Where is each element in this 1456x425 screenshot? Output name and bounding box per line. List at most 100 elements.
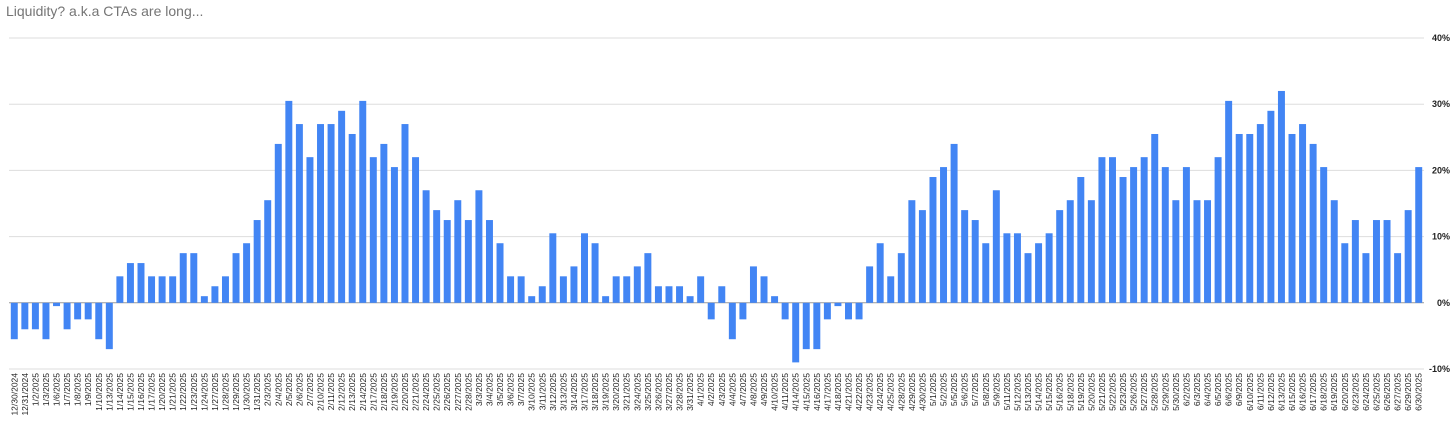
x-tick-label: 3/17/2025 xyxy=(580,373,590,411)
x-tick-label: 5/18/2025 xyxy=(1065,373,1075,411)
bar xyxy=(264,200,272,303)
x-tick-label: 4/11/2025 xyxy=(780,373,790,410)
bar xyxy=(369,157,377,303)
x-tick-label: 4/9/2025 xyxy=(759,373,769,406)
x-tick-label: 1/27/2025 xyxy=(210,373,220,411)
bar xyxy=(1267,110,1275,303)
x-tick-label: 1/29/2025 xyxy=(231,373,241,411)
bar xyxy=(221,276,229,303)
bar xyxy=(528,296,536,303)
x-tick-label: 4/2/2025 xyxy=(706,373,716,406)
x-tick-label: 5/15/2025 xyxy=(1044,373,1054,411)
x-tick-label: 6/30/2025 xyxy=(1414,373,1424,411)
bar xyxy=(1204,200,1212,303)
bar xyxy=(412,157,420,303)
x-tick-label: 3/4/2025 xyxy=(484,373,494,406)
bar xyxy=(200,296,208,303)
x-tick-label: 4/10/2025 xyxy=(770,373,780,411)
x-tick-label: 3/14/2025 xyxy=(569,373,579,411)
bar xyxy=(21,302,29,330)
x-tick-label: 2/26/2025 xyxy=(442,373,452,411)
bar xyxy=(380,143,388,303)
bar xyxy=(559,276,567,303)
x-tick-label: 5/9/2025 xyxy=(991,373,1001,406)
bar xyxy=(1362,253,1370,303)
x-tick-label: 2/25/2025 xyxy=(432,373,442,411)
x-tick-label: 5/2/2025 xyxy=(939,373,949,406)
x-tick-label: 6/18/2025 xyxy=(1319,373,1329,411)
x-tick-label: 12/31/2024 xyxy=(20,373,30,416)
x-tick-label: 4/25/2025 xyxy=(886,373,896,411)
bar xyxy=(390,167,398,303)
bar xyxy=(813,302,821,350)
x-tick-label: 3/12/2025 xyxy=(548,373,558,411)
bar xyxy=(158,276,166,303)
x-tick-label: 2/18/2025 xyxy=(379,373,389,411)
bar xyxy=(116,276,124,303)
x-tick-label: 2/5/2025 xyxy=(284,373,294,406)
x-tick-label: 2/14/2025 xyxy=(358,373,368,411)
x-tick-label: 6/3/2025 xyxy=(1192,373,1202,406)
x-tick-label: 5/13/2025 xyxy=(1023,373,1033,411)
bar xyxy=(148,276,156,303)
x-tick-label: 2/20/2025 xyxy=(400,373,410,411)
x-tick-label: 1/20/2025 xyxy=(157,373,167,411)
bar xyxy=(42,302,50,340)
x-tick-label: 1/23/2025 xyxy=(189,373,199,411)
x-tick-label: 3/18/2025 xyxy=(590,373,600,411)
x-tick-label: 1/24/2025 xyxy=(199,373,209,411)
x-tick-label: 1/2/2025 xyxy=(30,373,40,406)
x-tick-label: 6/13/2025 xyxy=(1276,373,1286,411)
x-tick-label: 6/12/2025 xyxy=(1266,373,1276,411)
bar xyxy=(1109,157,1116,303)
bar xyxy=(897,253,905,303)
bar xyxy=(686,296,694,303)
bar xyxy=(623,276,631,303)
x-tick-label: 1/10/2025 xyxy=(94,373,104,411)
bar xyxy=(676,286,684,303)
bar xyxy=(644,253,652,303)
x-tick-label: 6/4/2025 xyxy=(1203,373,1213,406)
x-tick-label: 1/7/2025 xyxy=(62,373,72,406)
x-tick-label: 1/22/2025 xyxy=(178,373,188,411)
bar xyxy=(485,220,493,303)
bar xyxy=(602,296,610,303)
x-tick-label: 1/21/2025 xyxy=(168,373,178,411)
x-tick-label: 3/26/2025 xyxy=(653,373,663,411)
x-tick-label: 4/23/2025 xyxy=(865,373,875,411)
bar xyxy=(422,190,430,303)
x-tick-label: 3/28/2025 xyxy=(675,373,685,411)
bar xyxy=(866,266,874,303)
bar xyxy=(10,302,18,340)
y-tick-label: 0% xyxy=(1437,298,1450,308)
bar xyxy=(633,266,641,303)
bar xyxy=(1024,253,1032,303)
bar xyxy=(1087,200,1095,303)
x-tick-label: 6/9/2025 xyxy=(1234,373,1244,406)
x-tick-label: 4/30/2025 xyxy=(917,373,927,411)
x-tick-label: 2/17/2025 xyxy=(368,373,378,411)
bar xyxy=(1182,167,1190,303)
x-tick-label: 5/14/2025 xyxy=(1034,373,1044,411)
x-tick-label: 2/7/2025 xyxy=(305,373,315,406)
bar xyxy=(1045,233,1053,303)
bar xyxy=(285,100,293,303)
x-tick-label: 1/31/2025 xyxy=(252,373,262,411)
x-tick-label: 6/26/2025 xyxy=(1382,373,1392,411)
bar xyxy=(1077,177,1085,303)
x-tick-label: 6/2/2025 xyxy=(1181,373,1191,406)
bar xyxy=(433,210,441,303)
y-tick-label: -10% xyxy=(1429,364,1450,374)
x-tick-label: 3/6/2025 xyxy=(506,373,516,406)
x-tick-label: 3/10/2025 xyxy=(527,373,537,411)
bar xyxy=(359,100,367,303)
bar xyxy=(1056,210,1064,303)
bar xyxy=(1320,167,1328,303)
bar xyxy=(908,200,916,303)
bar xyxy=(105,302,113,350)
x-tick-label: 6/27/2025 xyxy=(1393,373,1403,411)
x-tick-label: 2/11/2025 xyxy=(326,373,336,410)
x-tick-label: 6/10/2025 xyxy=(1245,373,1255,411)
x-tick-label: 4/8/2025 xyxy=(748,373,758,406)
bar xyxy=(718,286,726,303)
